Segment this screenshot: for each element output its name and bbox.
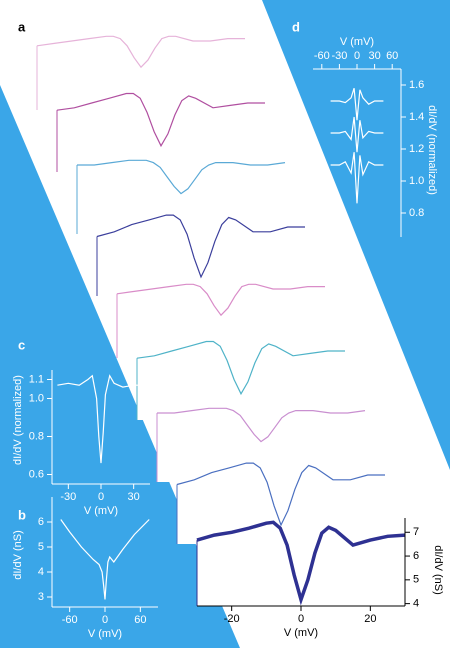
data-line [36, 35, 245, 69]
data-line [57, 374, 145, 464]
panel-label: b [18, 507, 26, 522]
data-line [56, 92, 265, 148]
x-tick-label: 60 [386, 50, 398, 62]
panel-label: c [18, 337, 25, 352]
y-tick-label: 4 [413, 598, 419, 610]
data-line [77, 159, 286, 195]
waterfall-fill [57, 93, 265, 172]
y-tick-label: 1.6 [409, 79, 424, 91]
y-tick-label: 1.4 [409, 111, 424, 123]
x-axis-label: V (mV) [284, 627, 318, 639]
x-tick-label: 60 [134, 614, 146, 626]
x-tick-label: -30 [60, 491, 76, 503]
y-tick-label: 1.0 [29, 392, 44, 404]
y-axis-label: dI/dV (nS) [432, 545, 444, 595]
y-tick-label: 1.0 [409, 175, 424, 187]
x-tick-label: 0 [298, 613, 304, 625]
x-tick-label: 30 [368, 50, 380, 62]
y-tick-label: 3 [38, 591, 44, 603]
data-line [330, 152, 384, 204]
data-line [176, 462, 385, 527]
y-tick-label: 4 [38, 566, 44, 578]
y-axis-label: dI/dV (nS) [12, 530, 24, 580]
y-tick-label: 0.8 [29, 430, 44, 442]
x-tick-label: 20 [364, 613, 376, 625]
y-tick-label: 6 [413, 550, 419, 562]
waterfall-fill [137, 341, 345, 420]
y-axis-label: dI/dV (normalized) [426, 105, 438, 195]
waterfall-fill [77, 160, 285, 234]
x-axis-label: V (mV) [88, 628, 122, 640]
x-tick-label: -60 [62, 614, 78, 626]
y-tick-label: 0.6 [29, 468, 44, 480]
y-tick-label: 5 [413, 574, 419, 586]
y-tick-label: 5 [38, 541, 44, 553]
x-tick-label: 0 [354, 50, 360, 62]
x-axis-label: V (mV) [84, 505, 118, 517]
x-tick-label: 0 [98, 491, 104, 503]
data-line [60, 519, 150, 600]
x-tick-label: 0 [102, 614, 108, 626]
x-axis-label: V (mV) [340, 36, 374, 48]
data-line [116, 283, 325, 317]
panel-label: d [292, 19, 300, 34]
x-tick-label: -20 [224, 613, 240, 625]
x-tick-label: 30 [128, 491, 140, 503]
waterfall-fill [197, 522, 405, 606]
waterfall-fill [97, 215, 305, 296]
y-tick-label: 1.2 [409, 143, 424, 155]
data-line [330, 116, 384, 153]
x-tick-label: -60 [314, 50, 330, 62]
x-tick-label: -30 [331, 50, 347, 62]
data-line [96, 214, 305, 279]
y-tick-label: 6 [38, 516, 44, 528]
data-line [196, 520, 406, 606]
waterfall-fill [157, 408, 365, 482]
y-tick-label: 1.1 [29, 373, 44, 385]
data-line [157, 407, 366, 443]
y-tick-label: 7 [413, 526, 419, 538]
data-line [136, 340, 345, 396]
waterfall-fill [177, 463, 385, 544]
panel-label: a [18, 19, 26, 34]
waterfall-fill [117, 284, 325, 358]
waterfall-fill [37, 36, 245, 110]
y-axis-label: dI/dV (normalized) [12, 375, 24, 465]
data-line [330, 88, 384, 121]
y-tick-label: 0.8 [409, 207, 424, 219]
